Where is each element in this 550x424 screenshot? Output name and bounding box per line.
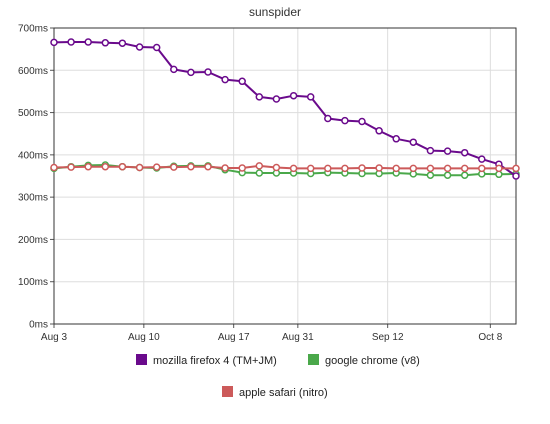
legend-swatch — [222, 386, 233, 397]
y-tick-label: 300ms — [18, 193, 48, 204]
y-tick-label: 200ms — [18, 235, 48, 246]
data-point — [392, 164, 400, 173]
data-point — [204, 68, 212, 76]
data-point — [426, 171, 435, 179]
data-point — [221, 164, 229, 172]
data-point — [255, 93, 264, 101]
data-point — [255, 162, 264, 170]
x-tick-label: Aug 3 — [41, 332, 68, 343]
data-point — [67, 163, 75, 171]
data-point — [443, 164, 452, 173]
data-point — [443, 171, 452, 179]
legend-label: google chrome (v8) — [325, 355, 420, 367]
data-point — [512, 164, 520, 173]
data-point — [495, 164, 503, 173]
series-line — [53, 164, 516, 170]
data-point — [426, 164, 435, 173]
data-point — [306, 93, 315, 101]
data-point — [170, 163, 178, 171]
data-point — [375, 127, 383, 135]
data-point — [375, 164, 383, 172]
data-point — [101, 162, 110, 171]
data-point — [152, 43, 161, 52]
data-point — [358, 117, 366, 126]
data-point — [358, 164, 366, 172]
data-point — [443, 147, 452, 155]
y-tick-label: 500ms — [18, 108, 48, 119]
data-point — [135, 43, 144, 51]
data-point — [460, 171, 469, 179]
data-point — [187, 68, 195, 77]
y-tick-label: 400ms — [18, 150, 48, 161]
data-point — [341, 164, 349, 173]
y-tick-label: 0ms — [29, 320, 48, 331]
data-point — [170, 65, 178, 74]
data-point — [289, 91, 298, 100]
data-point — [221, 75, 229, 84]
data-point — [324, 164, 332, 173]
data-point — [238, 77, 246, 86]
data-point — [341, 116, 349, 125]
data-point — [392, 135, 400, 143]
data-point — [118, 39, 127, 47]
data-point — [272, 163, 281, 172]
x-tick-label: Aug 10 — [128, 332, 160, 343]
x-tick-label: Aug 17 — [218, 332, 250, 343]
legend-swatch — [308, 354, 319, 365]
data-point — [204, 162, 212, 171]
chart-title: sunspider — [249, 5, 301, 19]
data-point — [238, 164, 246, 172]
data-point — [324, 114, 332, 123]
legend-label: mozilla firefox 4 (TM+JM) — [153, 355, 277, 367]
data-point — [135, 163, 144, 172]
data-point — [84, 38, 92, 46]
y-tick-label: 100ms — [18, 277, 48, 288]
data-point — [118, 162, 127, 171]
data-point — [409, 164, 418, 173]
legend-swatch — [136, 354, 147, 365]
data-point — [50, 163, 58, 172]
data-point — [272, 95, 281, 103]
x-tick-label: Oct 8 — [478, 332, 502, 343]
data-point — [460, 164, 469, 173]
data-point — [460, 148, 469, 157]
data-point — [50, 38, 58, 47]
data-point — [255, 169, 264, 177]
data-point — [187, 162, 195, 171]
x-tick-label: Sep 12 — [372, 332, 404, 343]
data-point — [495, 170, 503, 179]
data-point — [306, 164, 315, 173]
data-point — [101, 39, 110, 47]
data-point — [152, 163, 161, 171]
series-line — [53, 41, 517, 177]
data-point — [426, 146, 435, 155]
x-tick-label: Aug 31 — [282, 332, 314, 343]
data-point — [512, 172, 520, 180]
y-tick-label: 700ms — [18, 24, 48, 35]
y-tick-label: 600ms — [18, 66, 48, 77]
data-point — [67, 38, 75, 46]
data-point — [478, 164, 486, 173]
legend-label: apple safari (nitro) — [239, 387, 328, 399]
data-point — [478, 155, 486, 163]
data-point — [84, 162, 92, 171]
data-point — [289, 164, 298, 173]
data-point — [409, 138, 418, 146]
